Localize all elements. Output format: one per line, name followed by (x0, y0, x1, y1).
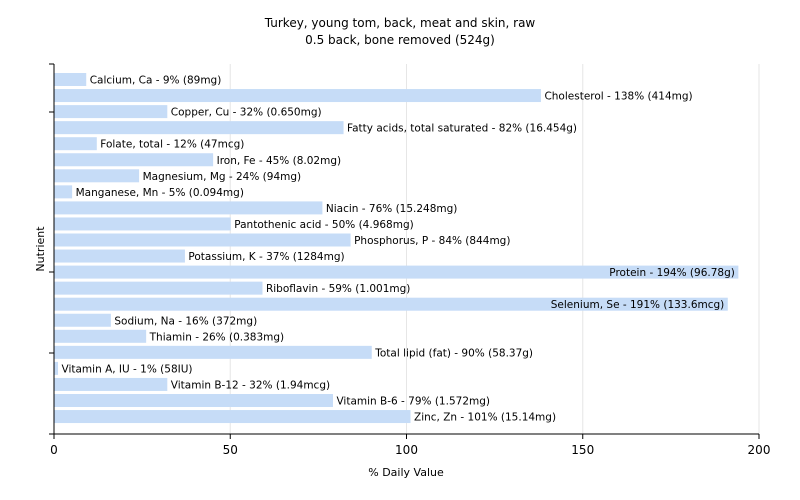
bar (54, 217, 231, 231)
bar (54, 137, 97, 151)
bar (54, 297, 728, 311)
bar-label: Vitamin A, IU - 1% (58IU) (62, 363, 193, 375)
bar-label: Magnesium, Mg - 24% (94mg) (143, 171, 302, 183)
bar (54, 249, 185, 263)
bar (54, 377, 168, 391)
bar-label: Calcium, Ca - 9% (89mg) (90, 75, 222, 87)
bar-label: Pantothenic acid - 50% (4.968mg) (234, 219, 413, 231)
bar-label: Thiamin - 26% (0.383mg) (149, 331, 285, 343)
bar-label: Sodium, Na - 16% (372mg) (114, 315, 257, 327)
y-ticks (49, 63, 54, 435)
bars: Calcium, Ca - 9% (89mg) Cholesterol - 138… (54, 73, 739, 424)
y-axis-label: Nutrient (34, 226, 47, 272)
bar-label: Potassium, K - 37% (1284mg) (188, 251, 344, 263)
x-axis-label: % Daily Value (368, 466, 444, 479)
bar-label: Folate, total - 12% (47mcg) (100, 139, 244, 151)
bar (54, 345, 372, 359)
bar (54, 394, 333, 407)
bar-label: Manganese, Mn - 5% (0.094mg) (76, 187, 244, 199)
bar-label: Fatty acids, total saturated - 82% (16.4… (347, 123, 577, 135)
bar (54, 313, 111, 327)
bar (54, 105, 168, 119)
x-tick-label: 200 (748, 443, 771, 457)
bar-label: Cholesterol - 138% (414mg) (544, 91, 692, 103)
chart-title: Turkey, young tom, back, meat and skin, … (264, 16, 536, 30)
chart-title-block: Turkey, young tom, back, meat and skin, … (0, 15, 800, 49)
bar-label: Selenium, Se - 191% (133.6mcg) (551, 299, 725, 311)
bar-label: Zinc, Zn - 101% (15.14mg) (414, 412, 556, 424)
bar (54, 281, 263, 295)
x-tick-label: 150 (571, 443, 594, 457)
bar-label: Iron, Fe - 45% (8.02mg) (217, 155, 341, 167)
bar (54, 361, 59, 375)
bar (54, 185, 73, 199)
bar (54, 153, 214, 167)
bar-label: Vitamin B-6 - 79% (1.572mg) (336, 396, 490, 408)
bar (54, 329, 147, 343)
bar-label: Total lipid (fat) - 90% (58.37g) (374, 347, 533, 359)
bar-label: Riboflavin - 59% (1.001mg) (266, 283, 410, 295)
x-tick-label: 100 (395, 443, 418, 457)
bar-label: Vitamin B-12 - 32% (1.94mcg) (171, 379, 330, 391)
bar-label: Protein - 194% (96.78g) (609, 267, 735, 279)
x-ticks: 0 50 100 150 200 (50, 434, 770, 457)
bar-label: Copper, Cu - 32% (0.650mg) (171, 107, 322, 119)
bar-label: Phosphorus, P - 84% (844mg) (354, 235, 510, 247)
bar-label: Niacin - 76% (15.248mg) (326, 203, 458, 215)
bar (54, 169, 140, 183)
bar (54, 233, 351, 247)
bar (54, 89, 541, 103)
bar (54, 121, 344, 135)
bar (54, 410, 411, 424)
x-tick-label: 0 (50, 443, 58, 457)
bar (54, 201, 323, 215)
chart-subtitle: 0.5 back, bone removed (524g) (305, 33, 495, 47)
bar (54, 73, 87, 86)
x-tick-label: 50 (223, 443, 238, 457)
bar (54, 265, 739, 279)
